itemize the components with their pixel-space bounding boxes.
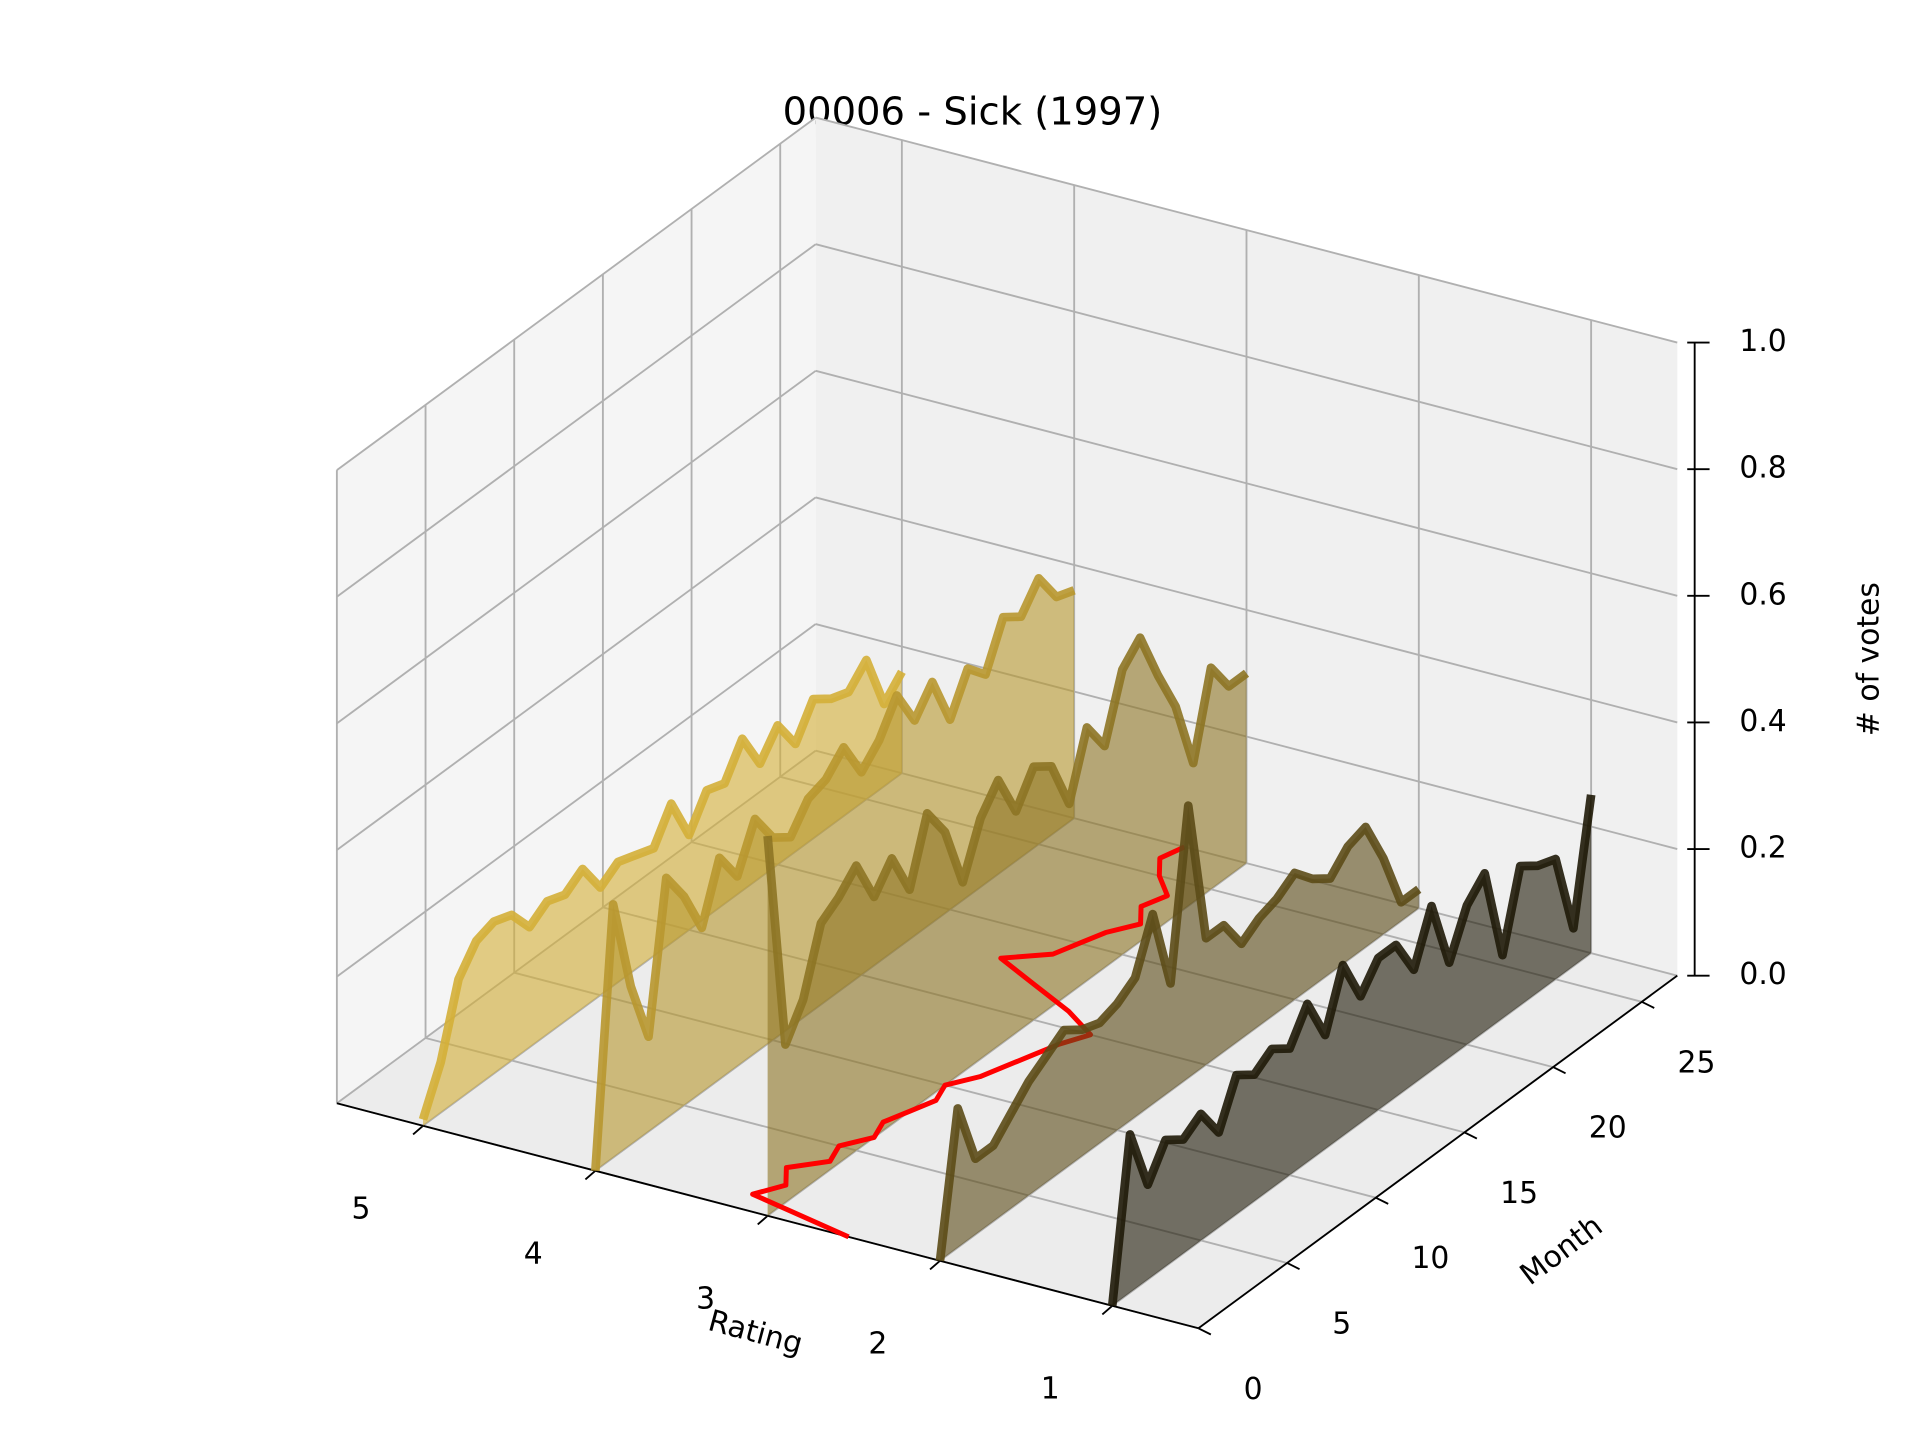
grid-line [336,623,817,978]
area [1112,794,1592,1306]
grid-line [336,116,817,471]
x-tick-label: 2 [868,1327,887,1362]
z-tick-label: 0.4 [1739,704,1786,739]
x-tick [584,1170,596,1181]
series-line [935,801,1422,1262]
y-tick-label: 15 [1500,1176,1538,1211]
x-tick-label: 5 [351,1192,370,1227]
y-tick-label: 5 [1332,1307,1351,1342]
axis-line [1197,974,1678,1330]
x-tick [1101,1305,1113,1316]
z-tick-label: 0.2 [1739,831,1786,866]
z-tick-label: 0.0 [1739,957,1786,992]
x-tick-label: 1 [1041,1372,1060,1407]
z-tick-label: 0.6 [1739,577,1786,612]
grid-line [815,369,1678,597]
grid-line [815,116,1678,344]
y-tick-label: 10 [1411,1241,1449,1276]
area [940,805,1419,1261]
pane-left [336,117,816,1104]
y-tick [1464,1131,1478,1140]
y-tick [1375,1196,1389,1205]
z-axis-label: # of votes [1851,582,1886,736]
y-tick-label: 20 [1589,1111,1627,1146]
z-tick-label: 1.0 [1739,324,1786,359]
y-tick [1286,1262,1300,1271]
x-tick [757,1215,769,1226]
x-tick [412,1125,424,1136]
area [595,578,1075,1171]
x-tick-label: 3 [696,1282,715,1317]
area [767,637,1247,1216]
series-line [418,655,906,1121]
grid-line [336,243,817,598]
y-tick-label: 25 [1677,1045,1715,1080]
series-line [763,633,1250,1049]
x-tick [929,1260,941,1271]
grid-line [815,243,1678,471]
series-line [1107,794,1596,1307]
y-tick [1198,1327,1212,1336]
y-tick [1552,1066,1566,1075]
grid-line [336,370,817,725]
grid-line [815,496,1678,724]
grid-line [336,496,817,851]
y-tick-label: 0 [1244,1372,1263,1407]
x-tick-label: 4 [524,1237,543,1272]
z-tick-label: 0.8 [1739,451,1786,486]
y-tick [1641,1000,1655,1009]
series-line [591,574,1076,1172]
